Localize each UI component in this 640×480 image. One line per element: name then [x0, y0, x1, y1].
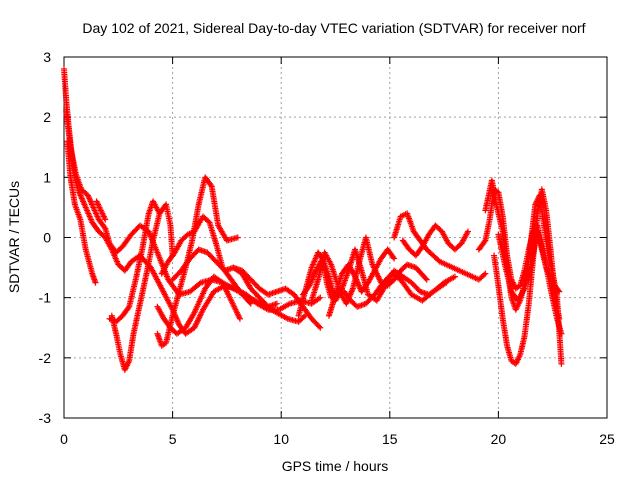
data-point — [92, 279, 99, 286]
data-point — [246, 299, 253, 306]
x-tick-label: 15 — [382, 431, 398, 447]
data-point — [207, 182, 214, 189]
y-tick-label: -3 — [39, 410, 52, 426]
x-axis-label: GPS time / hours — [282, 458, 389, 474]
data-point — [273, 300, 280, 307]
data-point — [247, 300, 254, 307]
data-series — [61, 66, 565, 373]
series-sat-n — [308, 234, 430, 307]
y-tick-label: 1 — [43, 169, 51, 185]
data-point — [317, 324, 324, 331]
data-point — [125, 304, 132, 311]
y-tick-label: 2 — [43, 109, 51, 125]
x-tick-label: 0 — [60, 431, 68, 447]
y-tick-labels: -3 -2 -1 0 1 2 3 — [39, 49, 52, 426]
series-sat-k — [230, 264, 324, 331]
y-tick-label: -1 — [39, 290, 52, 306]
x-tick-labels: 0 5 10 15 20 25 — [60, 431, 615, 447]
x-tick-label: 20 — [491, 431, 507, 447]
data-point — [316, 323, 323, 330]
series-sat-e — [108, 201, 176, 373]
series-sat-c — [64, 138, 99, 286]
y-axis-label: SDTVAR / TECUs — [6, 181, 22, 293]
data-point — [102, 216, 109, 223]
data-point — [236, 315, 243, 322]
y-tick-label: -2 — [39, 350, 52, 366]
series-sat-d — [93, 198, 109, 223]
series-sat-m — [299, 246, 450, 304]
data-point — [300, 313, 307, 320]
data-point — [451, 273, 458, 280]
y-tick-label: 0 — [43, 230, 51, 246]
x-tick-label: 25 — [599, 431, 615, 447]
chart-title: Day 102 of 2021, Sidereal Day-to-day VTE… — [82, 20, 585, 36]
data-point — [317, 294, 324, 301]
plot-frame — [63, 56, 608, 419]
data-point — [443, 279, 450, 286]
data-point — [234, 234, 241, 241]
data-point — [156, 210, 163, 217]
series-sat-a — [61, 66, 324, 337]
series-sat-f — [106, 198, 163, 325]
x-tick-label: 10 — [273, 431, 289, 447]
x-tick-label: 5 — [169, 431, 177, 447]
y-tick-label: 3 — [43, 49, 51, 65]
